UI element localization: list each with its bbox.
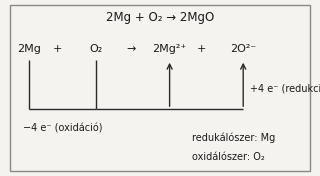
Text: +: + bbox=[53, 44, 62, 54]
Text: O₂: O₂ bbox=[89, 44, 103, 54]
Text: oxidálószer: O₂: oxidálószer: O₂ bbox=[192, 152, 265, 162]
FancyBboxPatch shape bbox=[10, 5, 310, 171]
Text: 2Mg + O₂ → 2MgO: 2Mg + O₂ → 2MgO bbox=[106, 11, 214, 24]
Text: 2O²⁻: 2O²⁻ bbox=[230, 44, 256, 54]
Text: →: → bbox=[126, 44, 136, 54]
Text: 2Mg: 2Mg bbox=[17, 44, 41, 54]
Text: 2Mg²⁺: 2Mg²⁺ bbox=[152, 44, 187, 54]
Text: −4 e⁻ (oxidáció): −4 e⁻ (oxidáció) bbox=[23, 124, 102, 133]
Text: +4 e⁻ (redukció): +4 e⁻ (redukció) bbox=[250, 85, 320, 95]
Text: redukálószer: Mg: redukálószer: Mg bbox=[192, 132, 275, 143]
Text: +: + bbox=[197, 44, 206, 54]
